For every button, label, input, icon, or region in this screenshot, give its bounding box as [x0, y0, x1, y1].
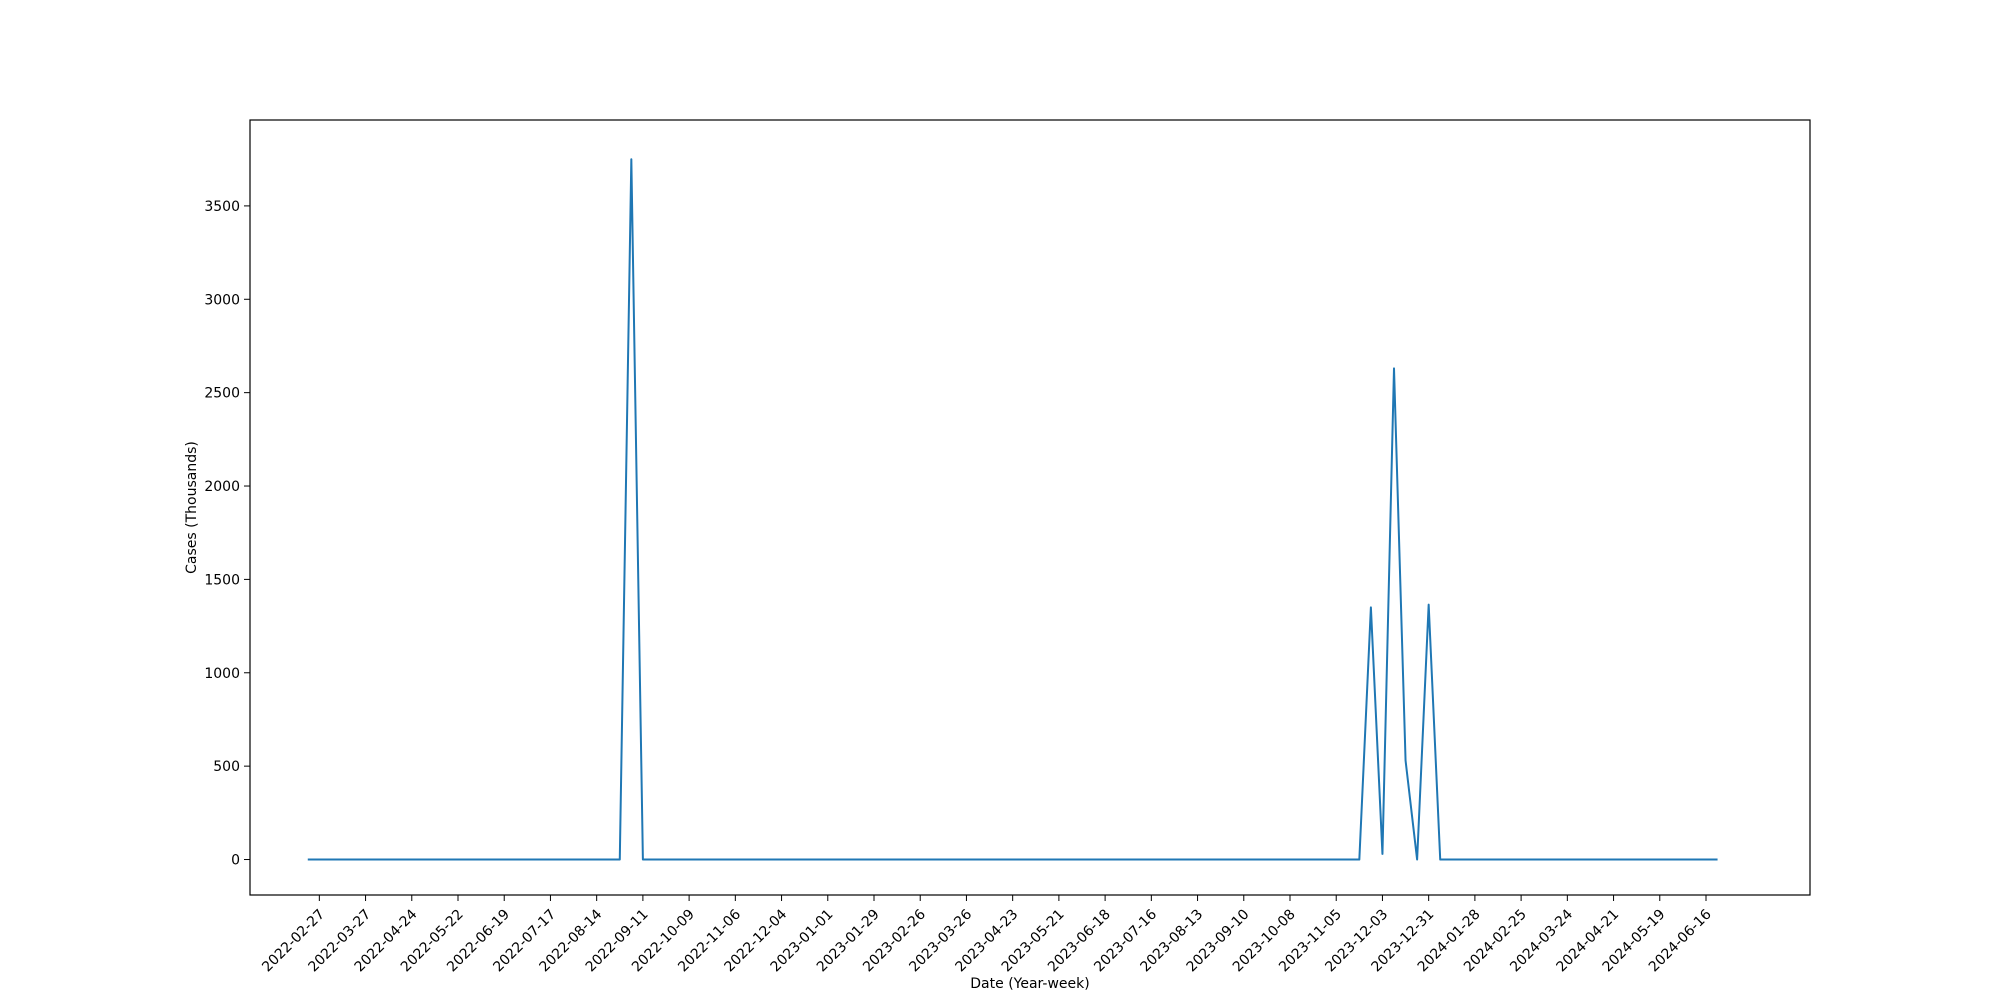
y-tick-label: 3500: [204, 199, 240, 215]
axes-frame: [249, 119, 1811, 896]
series-line-cases: [307, 158, 1718, 861]
y-tick-label: 2500: [204, 386, 240, 402]
y-tick-label: 1500: [204, 572, 240, 588]
x-axis-label: Date (Year-week): [970, 976, 1089, 992]
y-tick-label: 1000: [204, 666, 240, 682]
y-axis-ticks: 0 500 1000 1500 2000 2500 3000 3500: [204, 199, 250, 869]
y-tick-label: 0: [231, 853, 240, 869]
y-axis-label: Cases (Thousands): [184, 441, 200, 574]
y-tick-label: 500: [213, 759, 240, 775]
y-tick-label: 3000: [204, 292, 240, 308]
series-layer: [307, 158, 1718, 861]
y-tick-label: 2000: [204, 479, 240, 495]
